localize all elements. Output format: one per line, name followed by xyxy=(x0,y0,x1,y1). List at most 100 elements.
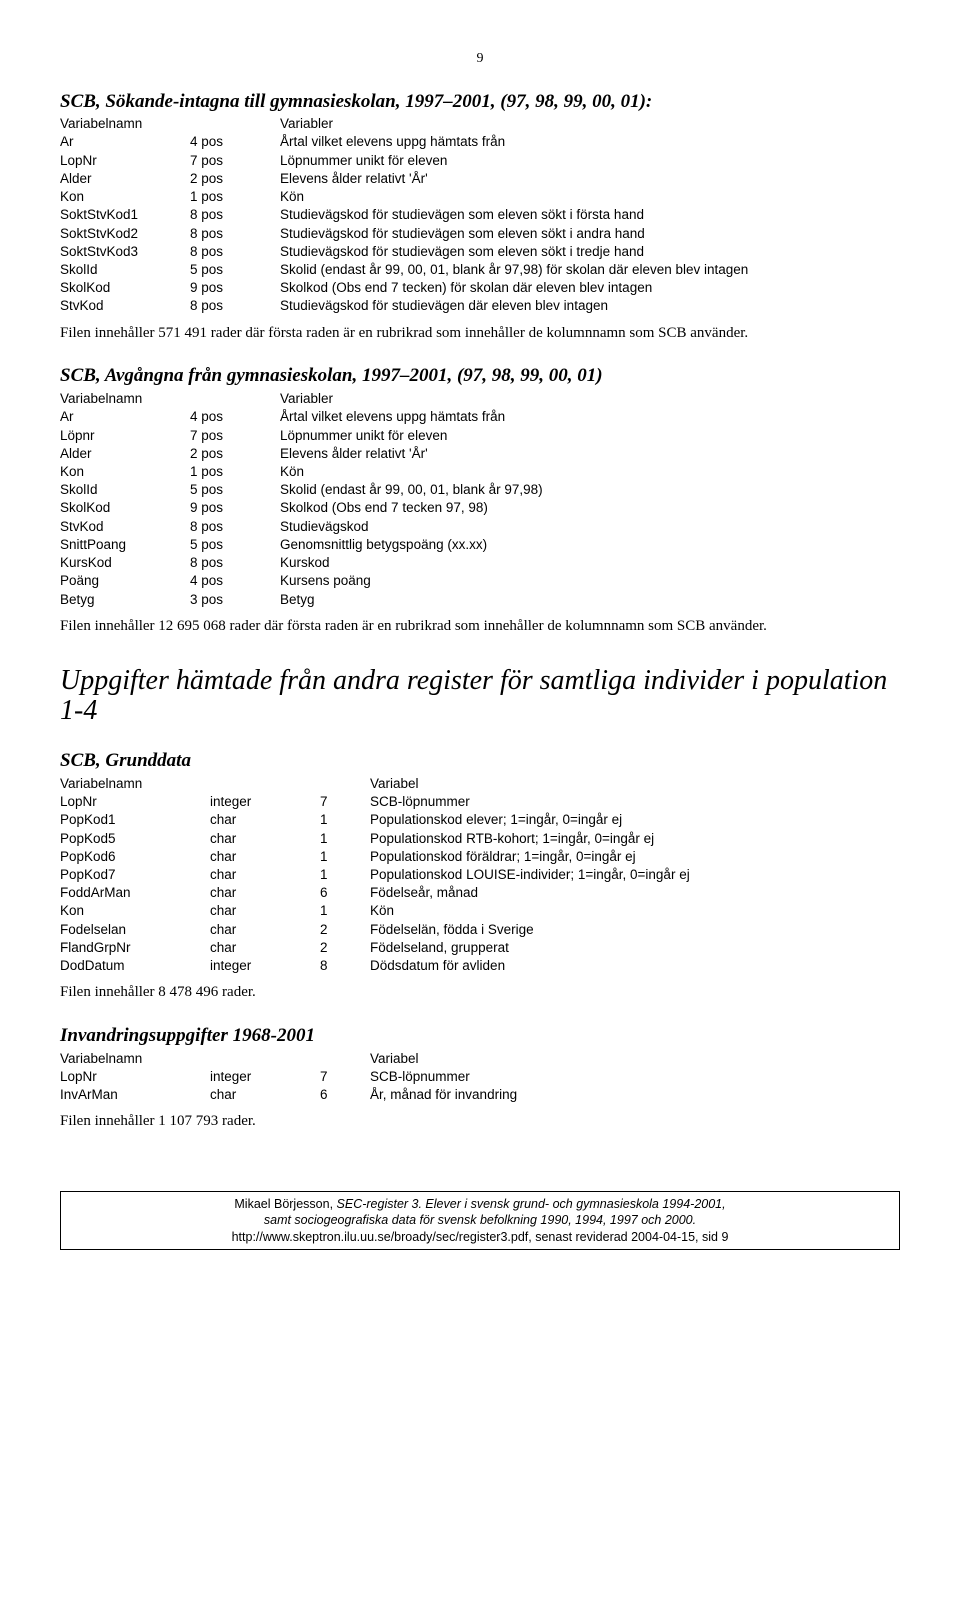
var-desc: Årtal vilket elevens uppg hämtats från xyxy=(280,408,900,426)
var-len: 6 xyxy=(320,1086,370,1104)
var-desc: Skolid (endast år 99, 00, 01, blank år 9… xyxy=(280,481,900,499)
var-desc: Skolid (endast år 99, 00, 01, blank år 9… xyxy=(280,261,900,279)
var-desc: Studievägskod för studievägen som eleven… xyxy=(280,206,900,224)
var-desc: Betyg xyxy=(280,591,900,609)
footer-line2: samt sociogeografiska data för svensk be… xyxy=(69,1212,891,1228)
var-desc: Skolkod (Obs end 7 tecken 97, 98) xyxy=(280,499,900,517)
col-header xyxy=(320,775,370,793)
var-desc: Populationskod elever; 1=ingår, 0=ingår … xyxy=(370,811,900,829)
var-pos: 2 pos xyxy=(190,170,280,188)
var-name: FlandGrpNr xyxy=(60,939,210,957)
section2-table: VariabelnamnVariablerAr4 posÅrtal vilket… xyxy=(60,390,900,609)
var-len: 1 xyxy=(320,848,370,866)
var-name: SnittPoang xyxy=(60,536,190,554)
var-len: 6 xyxy=(320,884,370,902)
var-desc: Födelseår, månad xyxy=(370,884,900,902)
var-pos: 7 pos xyxy=(190,152,280,170)
var-type: integer xyxy=(210,1068,320,1086)
section4-title: Invandringsuppgifter 1968-2001 xyxy=(60,1024,900,1048)
col-header: Variabelnamn xyxy=(60,115,190,133)
var-pos: 5 pos xyxy=(190,481,280,499)
table-row: Alder2 posElevens ålder relativt 'År' xyxy=(60,445,900,463)
table-row: Alder2 posElevens ålder relativt 'År' xyxy=(60,170,900,188)
footer-title: SEC-register 3. Elever i svensk grund- o… xyxy=(337,1197,726,1211)
var-pos: 8 pos xyxy=(190,243,280,261)
var-pos: 8 pos xyxy=(190,518,280,536)
var-pos: 4 pos xyxy=(190,572,280,590)
table-row: Ar4 posÅrtal vilket elevens uppg hämtats… xyxy=(60,133,900,151)
table-header: Variabelnamn Variabler xyxy=(60,115,900,133)
var-name: Löpnr xyxy=(60,427,190,445)
var-pos: 3 pos xyxy=(190,591,280,609)
table-row: InvArManchar6År, månad för invandring xyxy=(60,1086,900,1104)
col-header: Variabelnamn xyxy=(60,390,190,408)
col-header: Variabel xyxy=(370,775,900,793)
var-desc: Studievägskod för studievägen där eleven… xyxy=(280,297,900,315)
var-len: 2 xyxy=(320,921,370,939)
section1-table: Variabelnamn VariablerAr4 posÅrtal vilket… xyxy=(60,115,900,315)
table-row: SkolKod9 posSkolkod (Obs end 7 tecken 97… xyxy=(60,499,900,517)
var-pos: 8 pos xyxy=(190,225,280,243)
table-row: KursKod8 posKurskod xyxy=(60,554,900,572)
var-len: 8 xyxy=(320,957,370,975)
col-header: Variabelnamn xyxy=(60,1050,210,1068)
var-name: Kon xyxy=(60,188,190,206)
section3-title: SCB, Grunddata xyxy=(60,749,900,773)
col-header xyxy=(320,1050,370,1068)
var-name: StvKod xyxy=(60,297,190,315)
var-type: char xyxy=(210,902,320,920)
var-name: StvKod xyxy=(60,518,190,536)
table-row: SkolId5 posSkolid (endast år 99, 00, 01,… xyxy=(60,481,900,499)
big-heading: Uppgifter hämtade från andra register fö… xyxy=(60,666,900,728)
table-row: Konchar1Kön xyxy=(60,902,900,920)
var-pos: 1 pos xyxy=(190,463,280,481)
var-name: PopKod6 xyxy=(60,848,210,866)
var-name: Alder xyxy=(60,170,190,188)
var-desc: Födelseland, grupperat xyxy=(370,939,900,957)
table-header: VariabelnamnVariabler xyxy=(60,390,900,408)
var-name: Betyg xyxy=(60,591,190,609)
var-pos: 9 pos xyxy=(190,279,280,297)
var-pos: 8 pos xyxy=(190,297,280,315)
table-row: StvKod8 posStudievägskod för studievägen… xyxy=(60,297,900,315)
var-desc: Studievägskod för studievägen som eleven… xyxy=(280,243,900,261)
var-name: LopNr xyxy=(60,1068,210,1086)
table-row: PopKod7char1Populationskod LOUISE-indivi… xyxy=(60,866,900,884)
col-header xyxy=(210,775,320,793)
section3-table: VariabelnamnVariabelLopNrinteger7SCB-löp… xyxy=(60,775,900,975)
section4-note: Filen innehåller 1 107 793 rader. xyxy=(60,1112,900,1131)
var-name: SkolKod xyxy=(60,499,190,517)
footer-line3: http://www.skeptron.ilu.uu.se/broady/sec… xyxy=(69,1229,891,1245)
var-desc: Populationskod RTB-kohort; 1=ingår, 0=in… xyxy=(370,830,900,848)
col-header xyxy=(210,1050,320,1068)
var-name: SkolKod xyxy=(60,279,190,297)
col-header xyxy=(190,115,280,133)
var-name: Kon xyxy=(60,463,190,481)
var-name: Alder xyxy=(60,445,190,463)
var-len: 7 xyxy=(320,793,370,811)
section2-note: Filen innehåller 12 695 068 rader där fö… xyxy=(60,617,900,636)
var-pos: 5 pos xyxy=(190,536,280,554)
var-desc: Kön xyxy=(280,188,900,206)
col-header: Variabler xyxy=(280,115,900,133)
var-type: char xyxy=(210,921,320,939)
var-desc: Studievägskod för studievägen som eleven… xyxy=(280,225,900,243)
table-row: DodDatuminteger8Dödsdatum för avliden xyxy=(60,957,900,975)
var-pos: 9 pos xyxy=(190,499,280,517)
var-name: LopNr xyxy=(60,793,210,811)
var-name: SoktStvKod2 xyxy=(60,225,190,243)
var-desc: Populationskod LOUISE-individer; 1=ingår… xyxy=(370,866,900,884)
var-name: SoktStvKod1 xyxy=(60,206,190,224)
section4-table: VariabelnamnVariabelLopNrinteger7SCB-löp… xyxy=(60,1050,900,1105)
table-row: PopKod6char1Populationskod föräldrar; 1=… xyxy=(60,848,900,866)
table-row: LopNrinteger7SCB-löpnummer xyxy=(60,1068,900,1086)
page-number: 9 xyxy=(60,50,900,68)
var-desc: Löpnummer unikt för eleven xyxy=(280,152,900,170)
var-len: 1 xyxy=(320,811,370,829)
var-pos: 8 pos xyxy=(190,206,280,224)
section1-title: SCB, Sökande-intagna till gymnasieskolan… xyxy=(60,90,900,114)
var-len: 1 xyxy=(320,866,370,884)
var-desc: År, månad för invandring xyxy=(370,1086,900,1104)
var-desc: Löpnummer unikt för eleven xyxy=(280,427,900,445)
var-desc: Födelselän, födda i Sverige xyxy=(370,921,900,939)
